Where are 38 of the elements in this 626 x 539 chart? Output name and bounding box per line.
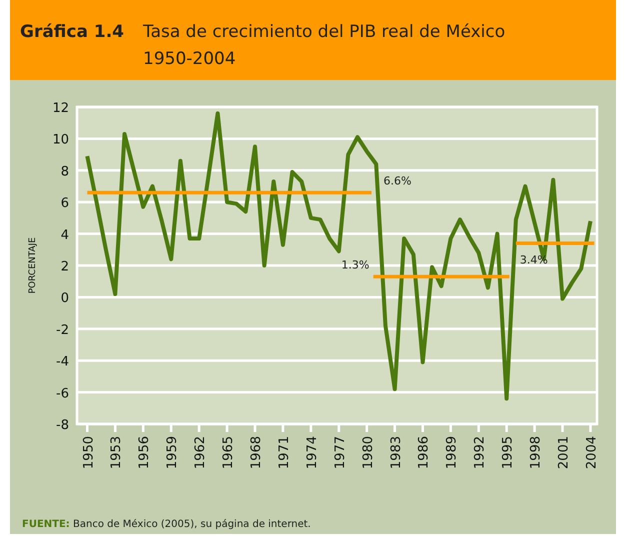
x-tick-label: 1980 (360, 436, 376, 470)
series-label: 3.4% (520, 253, 548, 266)
x-tick-label: 1956 (137, 436, 152, 470)
series-label: 6.6% (383, 174, 412, 188)
x-tick-label: 2004 (584, 436, 600, 470)
x-tick-label: 1950 (81, 436, 96, 470)
y-tick-label: 8 (60, 164, 69, 180)
x-tick-label: 1983 (388, 436, 404, 470)
x-tick-label: 1998 (528, 436, 544, 470)
source-note: FUENTE: Banco de México (2005), su página de internet. (22, 519, 311, 530)
x-tick-label: 1989 (444, 436, 460, 470)
y-tick-label: -2 (56, 322, 69, 338)
x-tick-label: 1962 (193, 436, 208, 470)
x-tick-label: 2001 (556, 436, 572, 470)
x-tick-label: 1953 (109, 436, 124, 470)
y-tick-label: 4 (60, 228, 69, 243)
y-tick-label: -6 (56, 386, 69, 402)
x-tick-label: 1992 (472, 436, 488, 470)
chart-subtitle: Tasa de crecimiento del PIB real de México 1950-2004 (142, 22, 506, 69)
y-tick-label: 12 (52, 101, 69, 116)
x-tick-label: 1971 (276, 436, 292, 470)
x-tick-label: 1977 (332, 436, 348, 470)
series-label: 1.3% (341, 258, 370, 272)
y-tick-label: 2 (60, 260, 69, 274)
x-tick-label: 1968 (248, 436, 264, 470)
y-tick-label: 10 (52, 132, 69, 148)
y-tick-label: -4 (56, 354, 69, 370)
y-tick-label: 6 (60, 196, 69, 212)
x-tick-label: 1986 (416, 436, 432, 470)
y-tick-label: 0 (60, 291, 69, 306)
x-tick-label: 1974 (304, 436, 320, 470)
chart-title: Gráfica 1.4 (20, 22, 124, 42)
x-tick-label: 1995 (500, 436, 516, 470)
x-tick-label: 1965 (221, 436, 236, 470)
y-axis-title: PORCENTAJE (28, 237, 38, 294)
y-tick-label: -8 (56, 418, 69, 433)
x-tick-label: 1959 (165, 436, 180, 470)
line-series (85, 111, 592, 401)
